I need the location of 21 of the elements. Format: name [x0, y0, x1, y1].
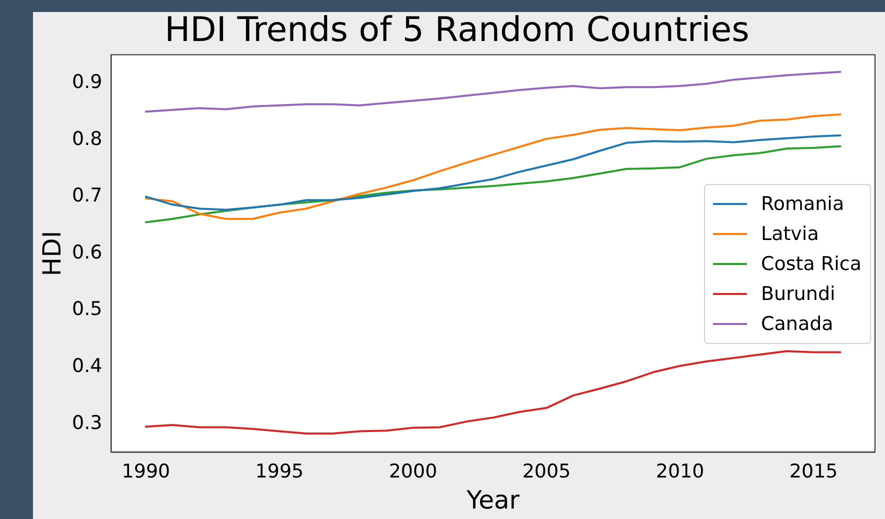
x-tick-label: 2015: [789, 460, 838, 483]
x-tick-label: 2005: [522, 460, 571, 483]
y-tick-label: 0.9: [72, 71, 102, 94]
legend-label: Latvia: [761, 222, 819, 244]
y-tick-label: 0.4: [72, 354, 102, 377]
x-tick-label: 2000: [388, 460, 438, 483]
y-tick-label: 0.6: [72, 241, 102, 264]
x-tick-label: 1995: [255, 460, 304, 483]
chart-title: HDI Trends of 5 Random Countries: [164, 10, 750, 50]
x-axis-title: Year: [466, 486, 520, 514]
legend-label: Canada: [761, 312, 834, 334]
legend-label: Costa Rica: [761, 252, 862, 274]
y-tick-label: 0.7: [72, 184, 102, 207]
y-tick-label: 0.5: [72, 298, 102, 320]
legend-label: Burundi: [761, 282, 836, 304]
y-tick-label: 0.8: [72, 128, 102, 150]
y-axis-title: HDI: [38, 230, 66, 276]
y-tick-label: 0.3: [72, 412, 102, 434]
x-tick-label: 1990: [122, 460, 170, 483]
x-tick-label: 2010: [656, 460, 704, 483]
legend-label: Romania: [761, 192, 844, 214]
